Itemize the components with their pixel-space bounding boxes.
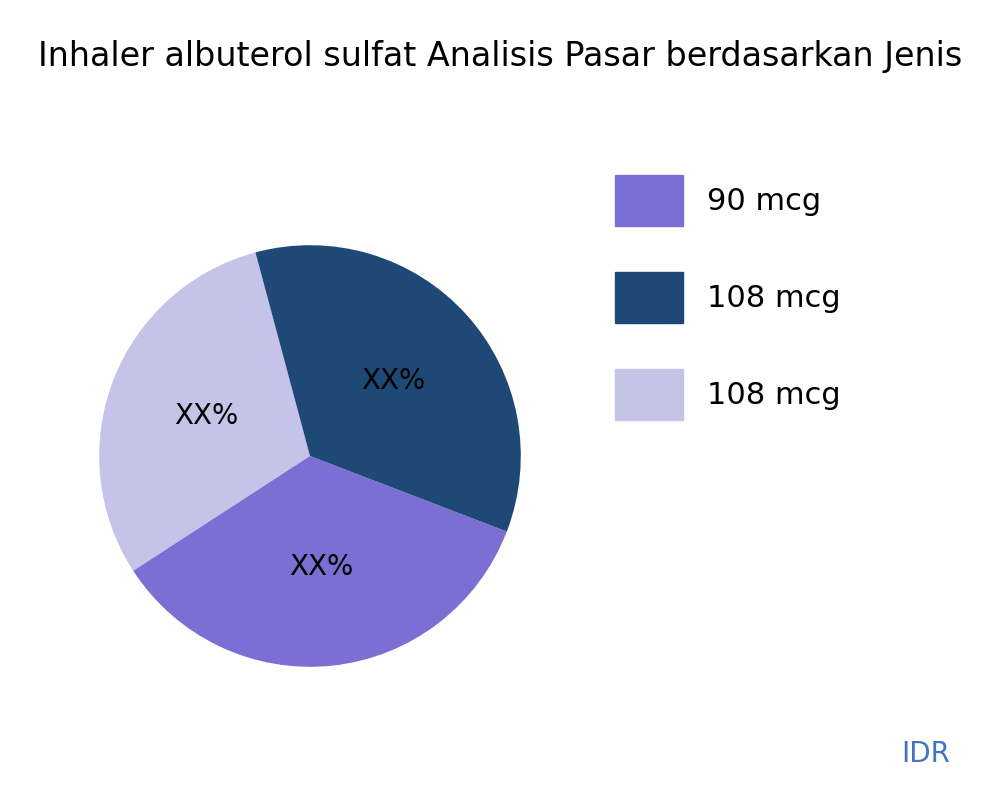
Text: XX%: XX% <box>290 553 354 581</box>
Text: XX%: XX% <box>174 402 238 430</box>
Wedge shape <box>99 252 310 571</box>
Text: IDR: IDR <box>901 740 950 768</box>
Legend: 90 mcg, 108 mcg, 108 mcg: 90 mcg, 108 mcg, 108 mcg <box>615 175 841 421</box>
Wedge shape <box>133 456 507 666</box>
Text: Inhaler albuterol sulfat Analisis Pasar berdasarkan Jenis: Inhaler albuterol sulfat Analisis Pasar … <box>38 40 962 73</box>
Text: XX%: XX% <box>361 367 425 395</box>
Wedge shape <box>255 246 521 531</box>
